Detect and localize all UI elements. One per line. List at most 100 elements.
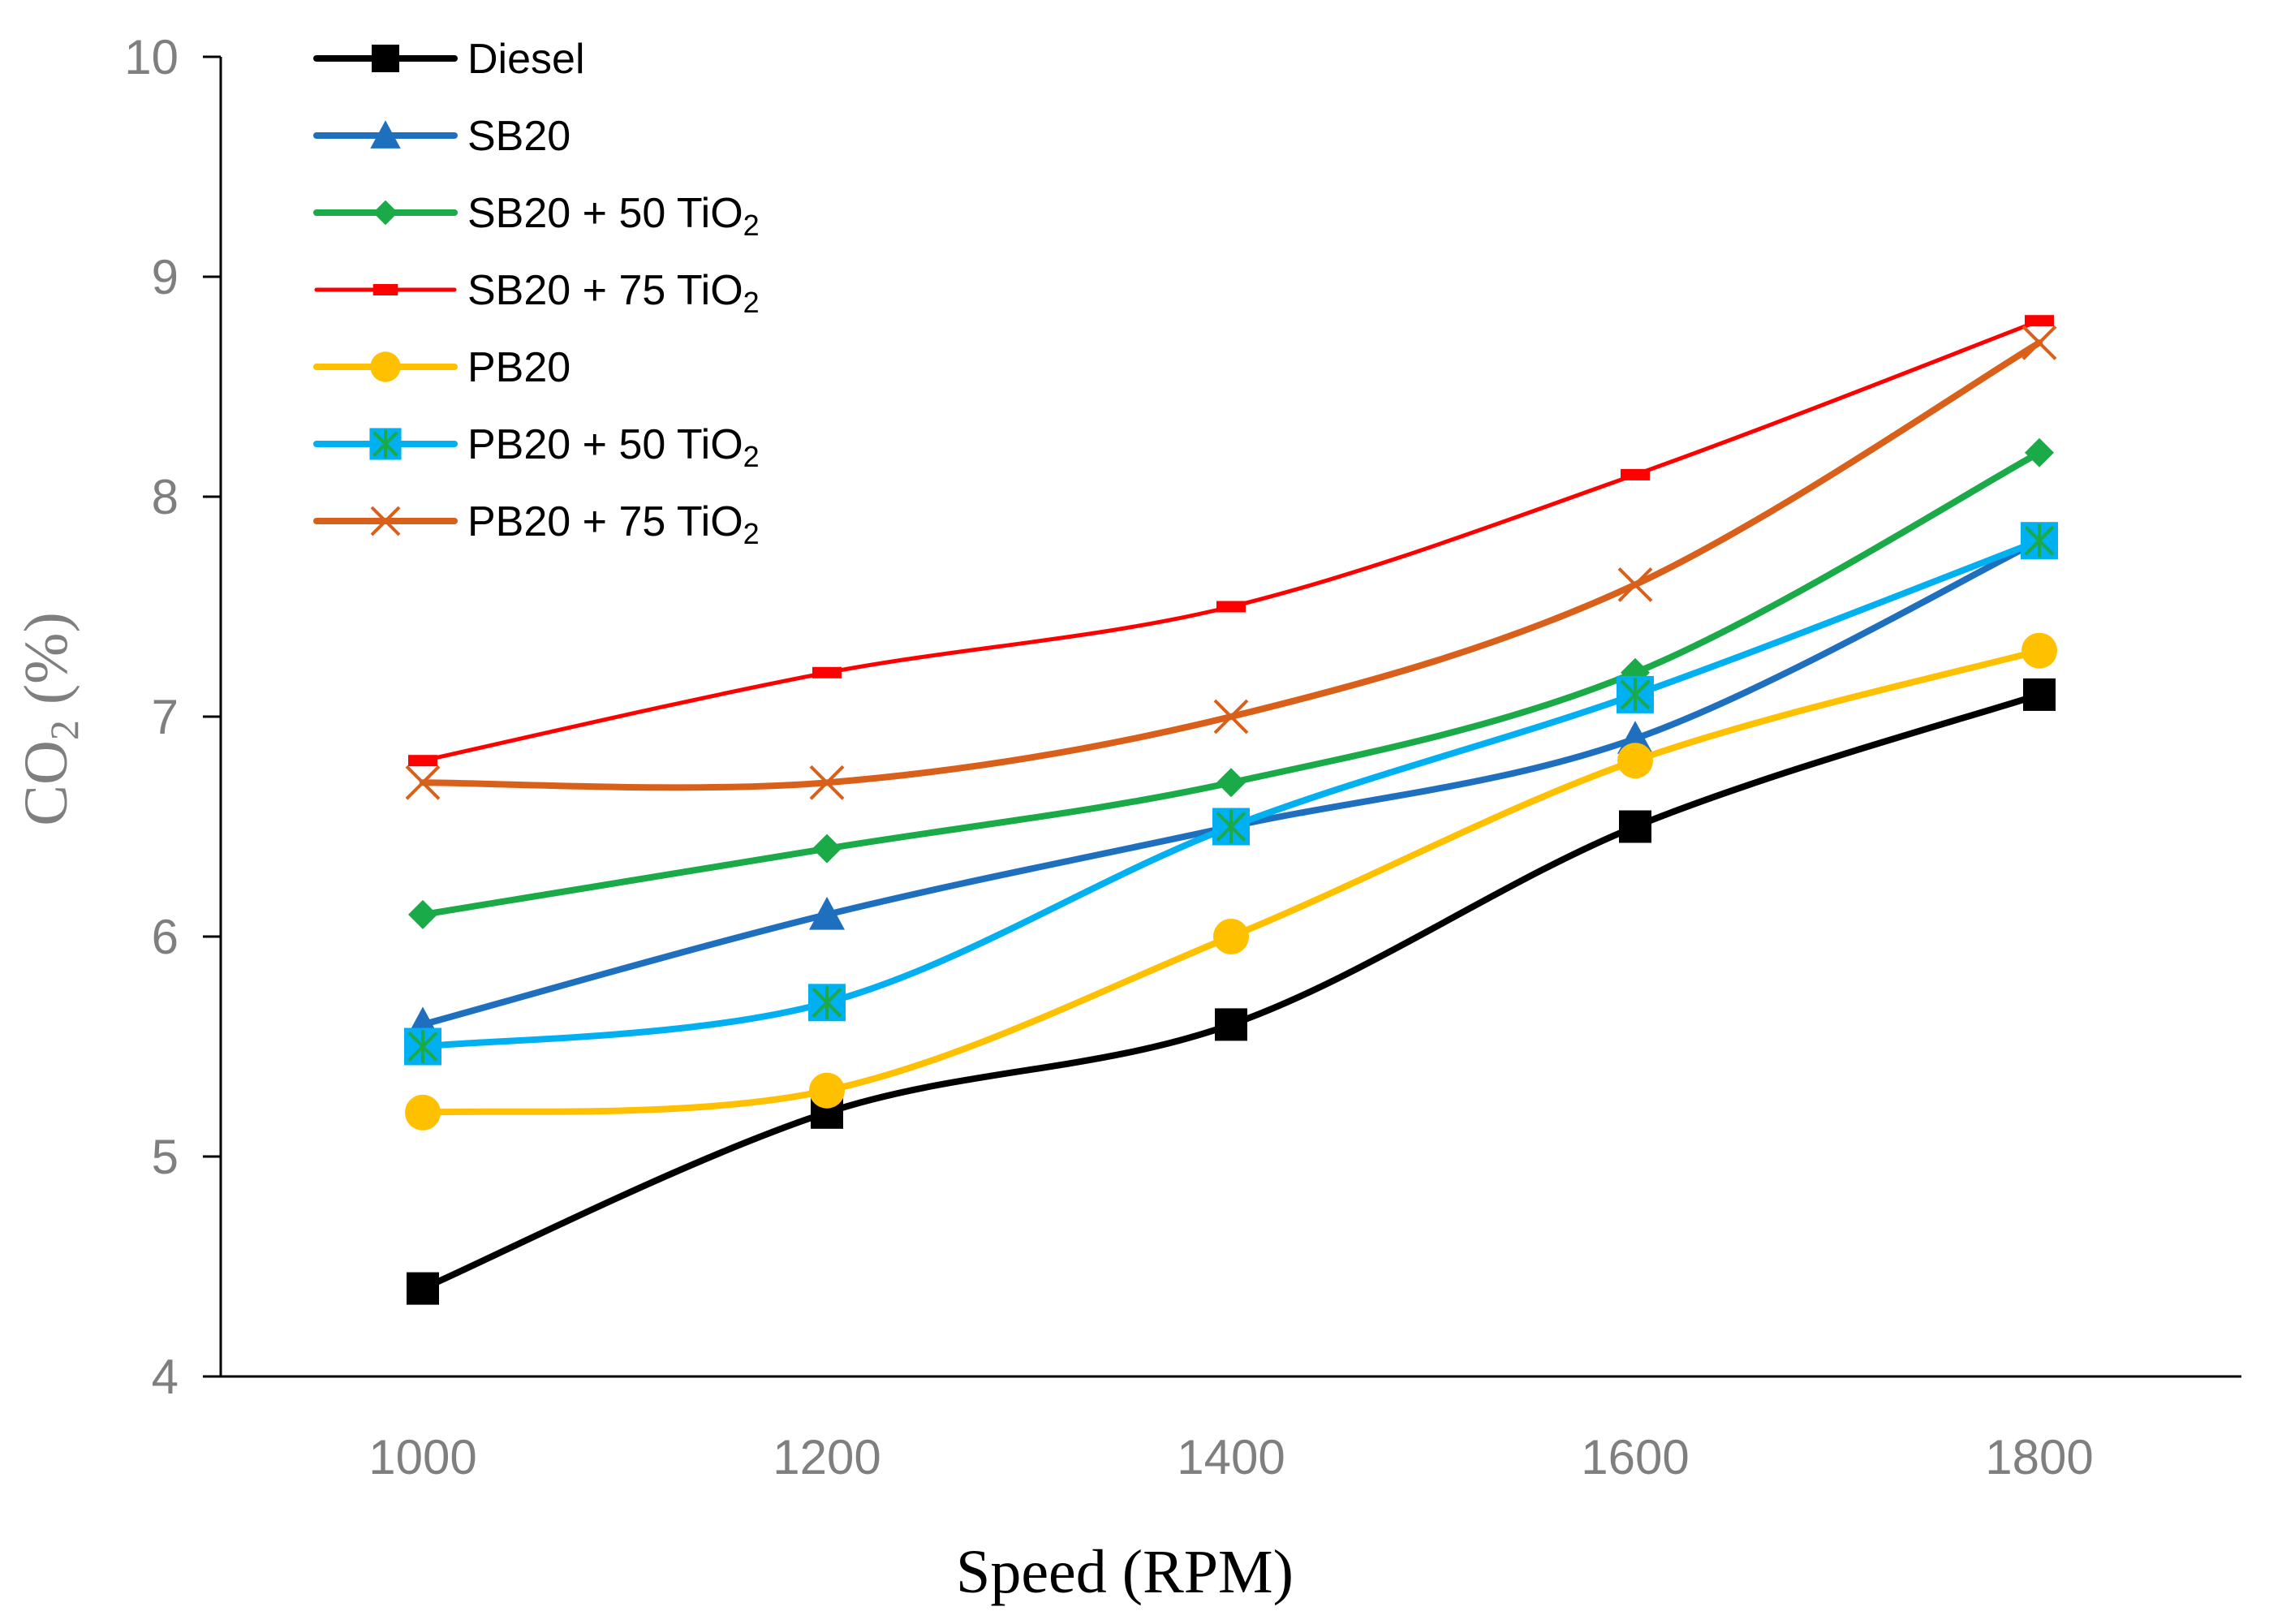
data-point — [404, 1027, 441, 1066]
legend-label-subscript: 2 — [743, 517, 760, 550]
data-point — [2021, 522, 2058, 560]
data-point — [2021, 632, 2057, 669]
marker-x-stroke — [405, 765, 441, 800]
legend-item: PB20 + 50 TiO2 — [313, 421, 760, 473]
series-6 — [404, 522, 2058, 1066]
marker-square — [1619, 810, 1651, 843]
marker-circle — [809, 1072, 845, 1109]
marker-square — [407, 1272, 439, 1305]
legend-label: PB20 — [467, 344, 570, 391]
legend-label-subscript: 2 — [743, 209, 760, 242]
y-tick-label: 6 — [152, 910, 179, 964]
y-tick-label: 7 — [152, 690, 179, 744]
data-point — [1617, 566, 1653, 602]
marker-diamond — [372, 200, 398, 226]
y-tick-label: 8 — [152, 470, 179, 524]
data-point — [1621, 468, 1650, 480]
y-tick-label: 4 — [152, 1350, 179, 1404]
data-point — [2025, 315, 2054, 327]
y-axis-title: CO2 (%) — [12, 612, 87, 826]
data-point — [2025, 437, 2054, 467]
marker-diamond — [2025, 437, 2054, 467]
data-point — [1617, 743, 1653, 779]
data-point — [2023, 678, 2056, 711]
x-tick-label: 1200 — [773, 1430, 880, 1484]
data-point — [1212, 808, 1250, 846]
x-tick-label: 1000 — [368, 1430, 476, 1484]
series-4 — [408, 315, 2054, 767]
marker-circle — [370, 351, 401, 382]
y-tick-label: 9 — [152, 250, 179, 304]
marker-circle — [2021, 632, 2057, 669]
data-point — [408, 755, 437, 767]
marker-diamond — [812, 834, 842, 864]
legend-item: SB20 + 50 TiO2 — [313, 190, 760, 242]
data-point — [809, 1072, 845, 1109]
data-point — [1619, 810, 1651, 843]
series-7 — [405, 325, 2057, 800]
marker-triangle — [809, 896, 845, 930]
y-axis-title-tail: (%) — [12, 612, 80, 720]
legend-label-main: PB20 + 75 TiO — [467, 498, 743, 545]
marker-dash — [372, 284, 398, 295]
legend-label-main: PB20 + 50 TiO — [467, 421, 743, 468]
legend-label: SB20 — [467, 113, 570, 160]
x-axis-title: Speed (RPM) — [956, 1538, 1294, 1606]
legend-item: SB20 — [313, 113, 570, 160]
legend-label: SB20 + 50 TiO2 — [467, 190, 760, 242]
y-tick-label: 5 — [152, 1130, 179, 1184]
data-point — [812, 666, 842, 678]
legend-label-main: PB20 — [467, 344, 570, 391]
data-point — [408, 899, 437, 929]
legend-label-main: Diesel — [467, 36, 585, 83]
data-point — [1617, 675, 1654, 713]
data-point — [405, 1094, 441, 1131]
marker-diamond — [1216, 768, 1246, 798]
y-axis-title-main: CO — [12, 740, 80, 826]
legend-label-main: SB20 + 75 TiO — [467, 267, 743, 314]
y-axis-title-sub: 2 — [41, 720, 87, 740]
y-tick-label: 10 — [124, 30, 179, 84]
legend-label-subscript: 2 — [743, 440, 760, 473]
data-point — [808, 984, 846, 1022]
series-group — [404, 315, 2058, 1305]
data-point — [2021, 325, 2057, 360]
series-1 — [407, 678, 2056, 1305]
legend-label: Diesel — [467, 36, 585, 83]
series-line — [420, 339, 2043, 791]
marker-x-stroke — [370, 506, 401, 536]
marker-dash — [812, 666, 842, 678]
legend-item: SB20 + 75 TiO2 — [314, 267, 760, 319]
data-point — [1213, 919, 1249, 954]
legend-label: SB20 + 75 TiO2 — [467, 267, 760, 319]
legend-label-main: SB20 + 50 TiO — [467, 190, 743, 237]
marker-x-stroke — [2021, 325, 2057, 360]
marker-dash — [1621, 468, 1650, 480]
legend-label: PB20 + 75 TiO2 — [467, 498, 760, 550]
legend-label-subscript: 2 — [743, 286, 760, 319]
legend-label-main: SB20 — [467, 113, 570, 160]
axis-titles: Speed (RPM) CO2 (%) — [12, 612, 1294, 1606]
legend-item: PB20 + 75 TiO2 — [313, 498, 760, 550]
data-point — [809, 765, 845, 800]
marker-circle — [1617, 743, 1653, 779]
marker-triangle — [370, 120, 401, 149]
data-point — [1215, 1008, 1247, 1041]
data-point — [405, 765, 441, 800]
x-tick-label: 1800 — [1985, 1430, 2093, 1484]
marker-square — [2023, 678, 2056, 711]
marker-x-stroke — [1213, 699, 1249, 734]
marker-circle — [1213, 919, 1249, 954]
marker-x-stroke — [809, 765, 845, 800]
data-point — [1216, 768, 1246, 798]
marker-square — [372, 45, 399, 72]
data-point — [407, 1272, 439, 1305]
data-point — [812, 834, 842, 864]
x-tick-label: 1600 — [1581, 1430, 1689, 1484]
axes: 4 5 6 7 8 9 10 1000 1200 1400 1600 1800 — [124, 30, 2241, 1484]
data-point — [809, 896, 845, 930]
legend-item: PB20 — [313, 344, 570, 391]
data-point — [1213, 699, 1249, 734]
